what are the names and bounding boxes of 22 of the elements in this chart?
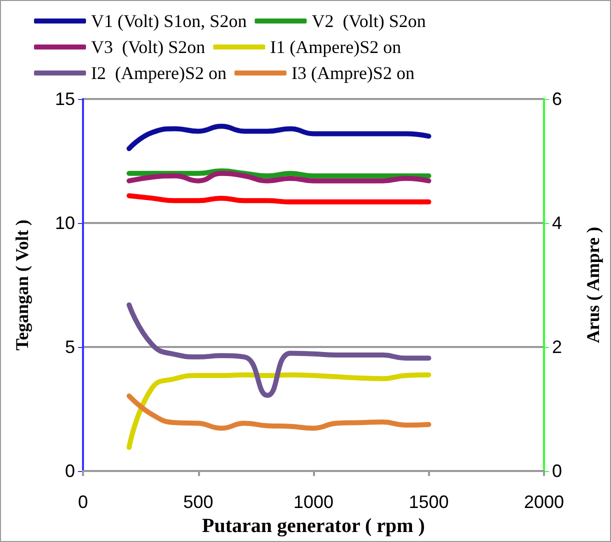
x-tick-label: 1000: [293, 492, 334, 512]
legend-label: I2 (Ampere)S2 on: [91, 63, 226, 83]
x-axis-title: Putaran generator ( rpm ): [202, 514, 425, 537]
y-tick-label: 15: [54, 89, 75, 109]
y-tick-label: 5: [64, 337, 75, 357]
y-tick-label: 10: [54, 213, 75, 233]
y2-tick-label: 2: [552, 337, 562, 357]
y2-tick-label: 0: [552, 461, 562, 481]
x-tick-label: 0: [78, 492, 88, 512]
y2-axis-title: Arus ( Ampre ): [583, 226, 603, 344]
y-axis-title: Tegangan ( Volt ): [12, 220, 32, 350]
x-tick-label: 500: [183, 492, 214, 512]
y2-tick-label: 4: [552, 213, 562, 233]
y-tick-label: 0: [64, 461, 75, 481]
x-tick-label: 2000: [524, 492, 564, 512]
y2-tick-label: 6: [552, 89, 562, 109]
legend-label: V1 (Volt) S1on, S2on: [91, 11, 247, 31]
legend-label: I1 (Ampere)S2 on: [270, 37, 402, 57]
x-tick-label: 1500: [408, 492, 449, 512]
legend-label: V2 (Volt) S2on: [312, 11, 426, 31]
legend-label: V3 (Volt) S2on: [91, 37, 206, 57]
legend-label: I3 (Ampre)S2 on: [291, 63, 414, 83]
